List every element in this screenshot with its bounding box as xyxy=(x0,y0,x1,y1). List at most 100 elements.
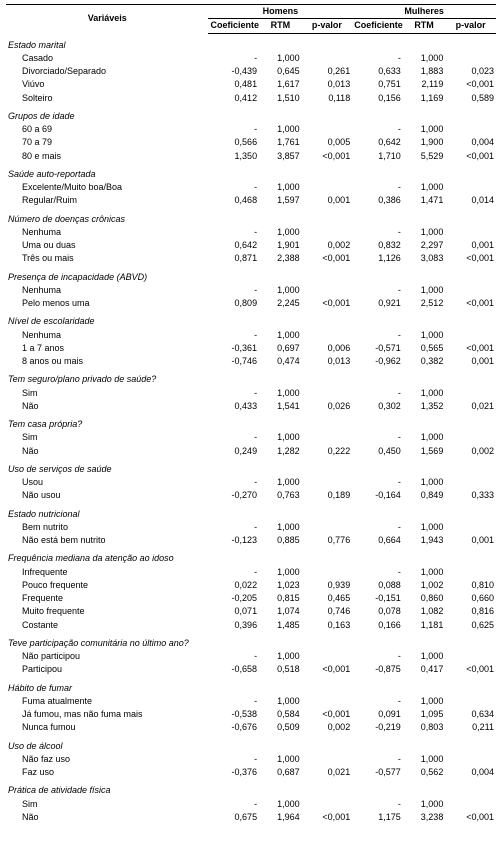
cell-men-coef: -0,361 xyxy=(208,342,259,355)
cell-women-rtm: 1,883 xyxy=(403,65,446,78)
cell-women-pval xyxy=(445,123,496,136)
col-header-coef-women: Coeficiente xyxy=(352,19,403,33)
section-title: Estado marital xyxy=(6,33,496,52)
cell-men-coef: 0,809 xyxy=(208,297,259,310)
cell-men-rtm: 1,000 xyxy=(259,521,302,534)
row-level: Três ou mais xyxy=(6,252,208,265)
row-level: Pelo menos uma xyxy=(6,297,208,310)
row-level: Excelente/Muito boa/Boa xyxy=(6,181,208,194)
row-level: Solteiro xyxy=(6,92,208,105)
cell-men-rtm: 0,815 xyxy=(259,592,302,605)
row-level: Nunca fumou xyxy=(6,721,208,734)
cell-men-rtm: 1,617 xyxy=(259,78,302,91)
cell-women-rtm: 1,000 xyxy=(403,695,446,708)
cell-men-rtm: 0,697 xyxy=(259,342,302,355)
cell-men-pval xyxy=(302,521,353,534)
cell-men-coef: 0,022 xyxy=(208,579,259,592)
cell-women-pval xyxy=(445,52,496,65)
row-level: Não está bem nutrito xyxy=(6,534,208,547)
cell-women-pval: <0,001 xyxy=(445,663,496,676)
cell-women-coef: - xyxy=(352,476,403,489)
cell-men-coef: -0,538 xyxy=(208,708,259,721)
cell-women-pval: 0,014 xyxy=(445,194,496,207)
cell-men-pval xyxy=(302,52,353,65)
cell-women-pval: 0,625 xyxy=(445,619,496,632)
table-row: Viúvo0,4811,6170,0130,7512,119<0,001 xyxy=(6,78,496,91)
cell-women-coef: - xyxy=(352,329,403,342)
cell-women-pval xyxy=(445,226,496,239)
cell-men-coef: - xyxy=(208,387,259,400)
table-row: Excelente/Muito boa/Boa-1,000-1,000 xyxy=(6,181,496,194)
cell-women-rtm: 1,000 xyxy=(403,329,446,342)
cell-men-rtm: 1,901 xyxy=(259,239,302,252)
cell-women-coef: 0,166 xyxy=(352,619,403,632)
section-title: Uso de álcool xyxy=(6,735,496,753)
row-level: Não xyxy=(6,445,208,458)
cell-men-pval: 0,261 xyxy=(302,65,353,78)
cell-women-rtm: 2,512 xyxy=(403,297,446,310)
cell-men-pval xyxy=(302,431,353,444)
cell-women-pval xyxy=(445,431,496,444)
cell-men-coef: -0,676 xyxy=(208,721,259,734)
cell-women-coef: - xyxy=(352,521,403,534)
table-row: Sim-1,000-1,000 xyxy=(6,798,496,811)
row-level: Não usou xyxy=(6,489,208,502)
cell-women-rtm: 1,943 xyxy=(403,534,446,547)
cell-women-coef: 0,302 xyxy=(352,400,403,413)
table-row: Participou-0,6580,518<0,001-0,8750,417<0… xyxy=(6,663,496,676)
table-body: Estado maritalCasado-1,000-1,000Divorcia… xyxy=(6,33,496,824)
cell-women-rtm: 3,238 xyxy=(403,811,446,824)
row-level: Nenhuma xyxy=(6,226,208,239)
row-level: Fuma atualmente xyxy=(6,695,208,708)
table-row: Faz uso-0,3760,6870,021-0,5770,5620,004 xyxy=(6,766,496,779)
cell-men-coef: -0,205 xyxy=(208,592,259,605)
cell-men-coef: - xyxy=(208,476,259,489)
cell-women-rtm: 1,000 xyxy=(403,521,446,534)
cell-women-rtm: 1,000 xyxy=(403,123,446,136)
cell-women-rtm: 5,529 xyxy=(403,150,446,163)
row-level: Regular/Ruim xyxy=(6,194,208,207)
cell-women-pval: 0,001 xyxy=(445,239,496,252)
cell-men-pval: <0,001 xyxy=(302,708,353,721)
table-row: Uma ou duas0,6421,9010,0020,8322,2970,00… xyxy=(6,239,496,252)
cell-men-pval xyxy=(302,226,353,239)
col-header-pval-men: p-valor xyxy=(302,19,353,33)
cell-women-pval xyxy=(445,798,496,811)
cell-women-coef: 0,642 xyxy=(352,136,403,149)
cell-women-pval: 0,004 xyxy=(445,136,496,149)
table-row: Casado-1,000-1,000 xyxy=(6,52,496,65)
cell-women-pval: 0,002 xyxy=(445,445,496,458)
col-header-rtm-men: RTM xyxy=(259,19,302,33)
cell-women-pval: 0,021 xyxy=(445,400,496,413)
cell-men-pval: 0,006 xyxy=(302,342,353,355)
cell-women-pval xyxy=(445,181,496,194)
section-title: Nível de escolaridade xyxy=(6,310,496,328)
table-row: Fuma atualmente-1,000-1,000 xyxy=(6,695,496,708)
table-row: Não usou-0,2700,7630,189-0,1640,8490,333 xyxy=(6,489,496,502)
cell-women-coef: - xyxy=(352,284,403,297)
cell-men-coef: - xyxy=(208,431,259,444)
cell-men-rtm: 1,541 xyxy=(259,400,302,413)
cell-women-pval xyxy=(445,476,496,489)
cell-women-pval xyxy=(445,387,496,400)
cell-men-rtm: 1,000 xyxy=(259,650,302,663)
row-level: Usou xyxy=(6,476,208,489)
cell-men-pval xyxy=(302,476,353,489)
table-row: 1 a 7 anos-0,3610,6970,006-0,5710,565<0,… xyxy=(6,342,496,355)
cell-men-pval xyxy=(302,753,353,766)
cell-women-rtm: 1,000 xyxy=(403,798,446,811)
col-header-coef-men: Coeficiente xyxy=(208,19,259,33)
section-title: Tem casa própria? xyxy=(6,413,496,431)
cell-men-pval: 0,021 xyxy=(302,766,353,779)
cell-women-rtm: 1,082 xyxy=(403,605,446,618)
cell-women-pval: 0,004 xyxy=(445,766,496,779)
cell-women-rtm: 1,000 xyxy=(403,650,446,663)
cell-men-coef: -0,746 xyxy=(208,355,259,368)
cell-women-rtm: 1,000 xyxy=(403,181,446,194)
cell-men-coef: 0,642 xyxy=(208,239,259,252)
cell-men-coef: 1,350 xyxy=(208,150,259,163)
cell-men-rtm: 3,857 xyxy=(259,150,302,163)
cell-men-pval: 0,002 xyxy=(302,721,353,734)
cell-women-coef: - xyxy=(352,695,403,708)
cell-men-rtm: 1,000 xyxy=(259,226,302,239)
